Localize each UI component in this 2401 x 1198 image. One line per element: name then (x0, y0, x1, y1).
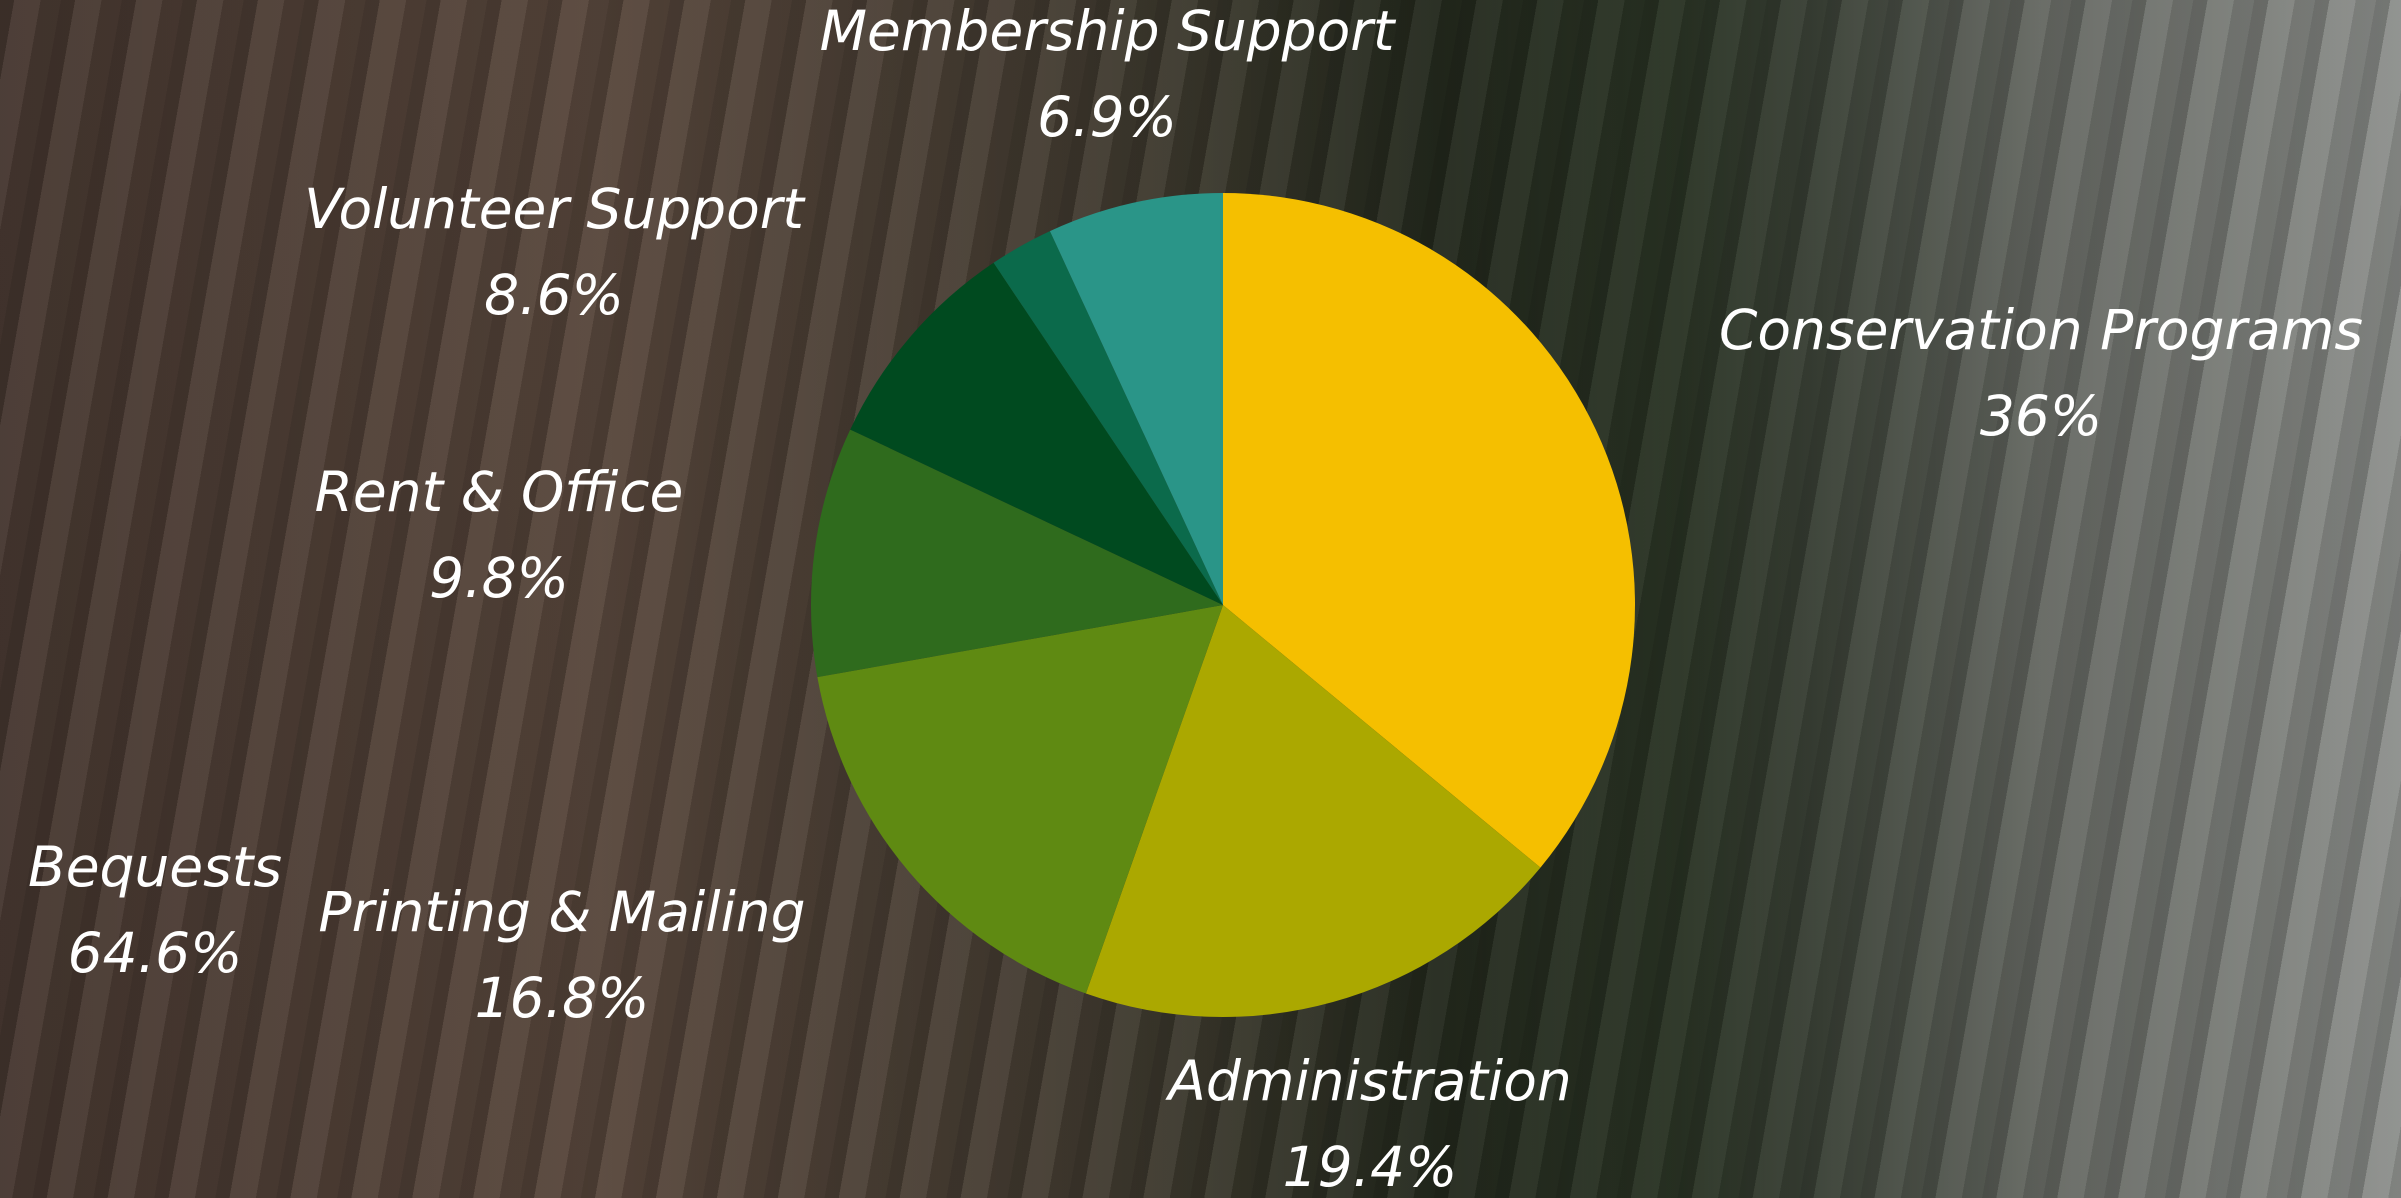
slice-label: Rent & Office (315, 460, 684, 524)
slice-value-label: 8.6% (484, 263, 624, 327)
slice-label: Printing & Mailing (318, 880, 805, 944)
pie-slice (1085, 605, 1541, 1017)
pie-slice (817, 605, 1223, 994)
pie-slice (850, 262, 1223, 605)
slice-label: Membership Support (820, 0, 1397, 63)
slice-label: Volunteer Support (304, 177, 806, 241)
slice-label: Administration (1165, 1049, 1571, 1113)
annotation: Bequests (28, 835, 282, 899)
slice-value-label: 36% (1980, 384, 2102, 448)
annotation-value: 64.6% (68, 921, 243, 985)
pie-slice (1049, 193, 1223, 605)
slice-label: Conservation Programs (1719, 298, 2363, 362)
slice-value-label: 19.4% (1283, 1135, 1458, 1198)
slice-value-label: 9.8% (429, 546, 569, 610)
slice-value-label: 16.8% (475, 966, 650, 1030)
pie-slice (811, 429, 1223, 678)
pie-slice (1223, 193, 1635, 868)
slice-value-label: 6.9% (1037, 85, 1177, 149)
pie-slice (993, 231, 1223, 605)
